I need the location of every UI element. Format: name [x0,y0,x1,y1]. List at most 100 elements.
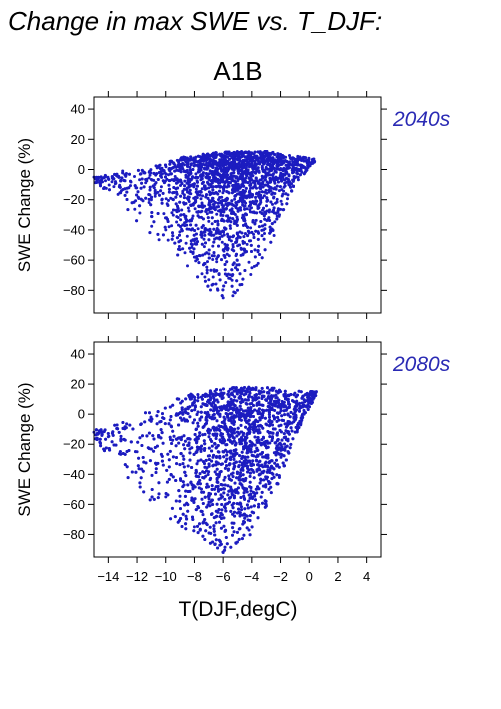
data-point [179,239,183,243]
data-point [170,224,174,228]
data-point [196,164,200,168]
data-point [285,176,288,180]
data-point [246,225,250,229]
data-point [150,211,154,214]
data-point [170,237,174,241]
data-point [230,199,234,203]
data-point [216,228,220,232]
data-point [266,167,270,171]
data-point [223,181,227,185]
data-point [179,179,183,183]
data-point [179,218,183,222]
data-point [171,231,174,235]
data-point [184,241,188,245]
data-point [204,154,208,158]
data-point [212,227,216,231]
data-point [281,169,285,173]
data-point [177,209,181,213]
data-point [164,228,168,232]
data-point [191,175,195,179]
period-label-2040s: 2040s [392,108,451,131]
data-point [244,165,248,169]
data-point [203,233,207,237]
data-point [297,169,301,173]
data-point [230,209,234,213]
data-point [252,264,256,268]
data-point [258,184,262,188]
data-point [224,158,228,162]
data-point [300,165,303,169]
data-point [160,201,164,205]
data-point [234,205,238,209]
data-point [238,235,242,239]
data-point [107,183,111,187]
data-point [221,176,225,180]
data-point [203,187,207,191]
data-point [182,201,186,205]
data-point [221,230,225,233]
data-point [217,164,221,168]
data-point [206,284,210,288]
data-point [123,179,127,183]
data-point [189,239,193,243]
data-point [269,200,273,204]
data-point [175,181,178,185]
data-point [181,191,185,195]
data-point [242,247,246,251]
data-point [229,226,232,230]
data-point [201,253,205,257]
data-point [217,244,220,248]
data-point [227,191,231,195]
data-point [239,247,243,251]
data-point [191,202,195,206]
data-point [189,183,193,187]
data-point [193,207,197,211]
data-point [247,204,251,208]
data-point [173,241,177,245]
data-point [257,181,260,185]
data-point [250,155,254,159]
data-point [125,198,129,201]
data-point [228,157,232,161]
data-point [148,185,152,189]
data-point [185,181,189,185]
data-point [244,163,248,166]
data-point [219,174,223,178]
data-point [191,168,195,171]
data-point [185,157,189,160]
data-point [285,180,289,184]
data-point [271,156,275,160]
data-point [167,187,171,191]
scatter-points-2040s [92,150,317,300]
data-point [212,233,216,237]
data-point [110,180,114,184]
data-point [206,260,209,264]
data-point [263,232,266,235]
data-point [221,296,225,300]
data-point [286,166,290,170]
data-point [166,203,170,207]
data-point [263,190,267,194]
data-point [241,213,245,217]
data-point [187,178,191,182]
data-point [186,171,190,175]
data-point [256,249,260,253]
data-point [231,294,235,298]
data-point [180,182,184,186]
data-point [231,217,235,221]
data-point [116,174,119,178]
data-point [246,229,250,233]
data-point [257,169,261,173]
data-point [262,155,266,159]
data-point [204,241,207,245]
data-point [253,221,257,225]
data-point [203,167,207,171]
data-point [186,161,190,165]
data-point [274,175,278,179]
data-point [192,247,196,251]
data-point [203,275,207,279]
data-point [249,226,253,230]
data-point [234,240,238,244]
data-point [196,214,200,218]
data-point [133,207,137,211]
